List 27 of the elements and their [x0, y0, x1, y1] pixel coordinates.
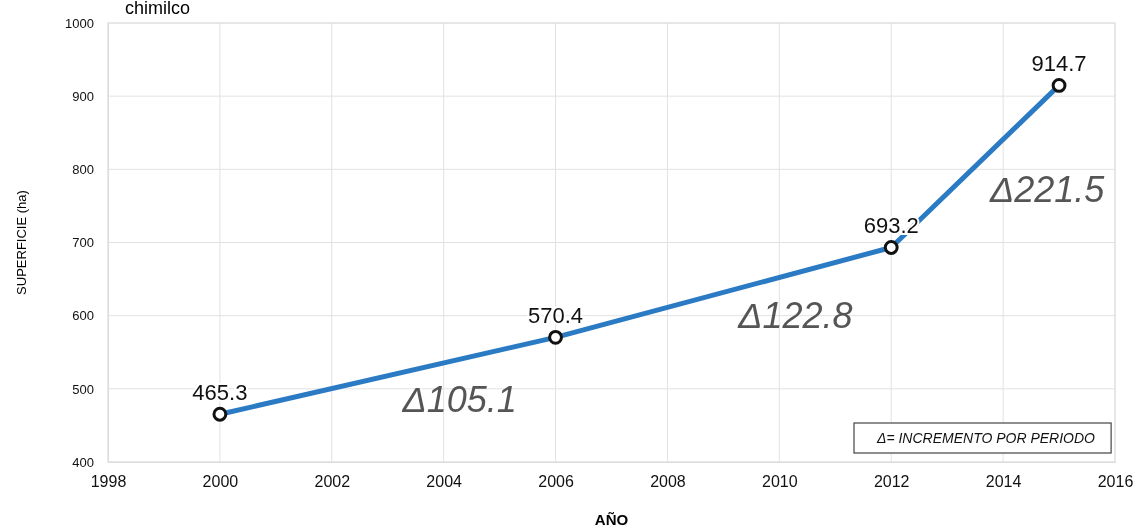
data-label: 465.3: [192, 380, 248, 406]
x-tick-label: 1998: [90, 473, 127, 491]
annotation: Δ221.5: [989, 169, 1106, 211]
x-tick-label: 2010: [762, 473, 798, 491]
data-label: 914.7: [1031, 51, 1087, 77]
y-tick-label: 800: [72, 161, 94, 177]
x-tick-label: 2014: [985, 473, 1022, 491]
y-tick-label: 400: [72, 454, 94, 470]
x-tick-label: 2002: [314, 473, 351, 491]
y-tick-label: 700: [72, 235, 94, 251]
x-tick-label: 2000: [202, 473, 239, 491]
y-axis-title: SUPERFICIE (ha): [14, 190, 29, 295]
data-label: 570.4: [528, 303, 584, 329]
x-tick-label: 2004: [426, 473, 463, 491]
x-tick-label: 2012: [873, 473, 910, 491]
x-tick-label: 2006: [538, 473, 574, 491]
x-axis-title: AÑO: [594, 511, 629, 528]
x-tick-label: 2008: [650, 473, 686, 491]
y-tick-label: 500: [72, 381, 94, 397]
y-tick-label: 1000: [65, 15, 94, 31]
chart-title: chimilco: [125, 0, 191, 18]
y-tick-label: 600: [72, 308, 94, 324]
annotation: Δ122.8: [737, 295, 853, 337]
annotation: Δ105.1: [401, 378, 517, 420]
annotation: Δ= INCREMENTO POR PERIODO: [876, 430, 1096, 446]
x-tick-label: 2016: [1097, 473, 1134, 491]
y-tick-label: 900: [72, 88, 94, 104]
